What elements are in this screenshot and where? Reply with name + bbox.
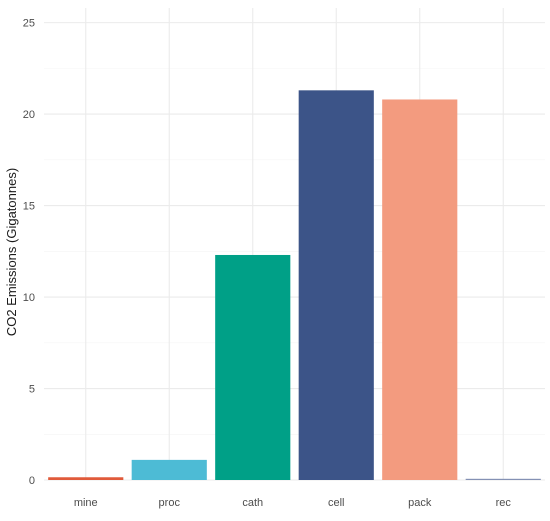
- x-tick-label-cath: cath: [242, 497, 263, 509]
- x-tick-label-proc: proc: [159, 497, 181, 509]
- x-tick-label-rec: rec: [496, 497, 512, 509]
- bar-layer: [48, 90, 541, 480]
- y-tick-label: 15: [23, 201, 35, 213]
- y-tick-label: 20: [23, 109, 35, 121]
- x-tick-label-mine: mine: [74, 497, 98, 509]
- x-axis-ticks: mine proc cath cell pack rec: [74, 497, 512, 509]
- x-tick-label-cell: cell: [328, 497, 345, 509]
- x-tick-label-pack: pack: [408, 497, 432, 509]
- bar-cath: [215, 254, 291, 480]
- y-tick-label: 0: [29, 475, 35, 487]
- bar-pack: [382, 99, 458, 480]
- bar-mine: [48, 477, 124, 480]
- y-tick-label: 10: [23, 292, 35, 304]
- bar-rec: [465, 478, 541, 480]
- y-tick-label: 5: [29, 384, 35, 396]
- grid-layer: [44, 8, 545, 481]
- y-axis-title: CO2 Emissions (Gigatonnes): [4, 168, 19, 336]
- bar-proc: [131, 459, 207, 480]
- bar-cell: [298, 90, 374, 480]
- y-axis-ticks: 0 5 10 15 20 25: [23, 18, 35, 487]
- y-tick-label: 25: [23, 18, 35, 30]
